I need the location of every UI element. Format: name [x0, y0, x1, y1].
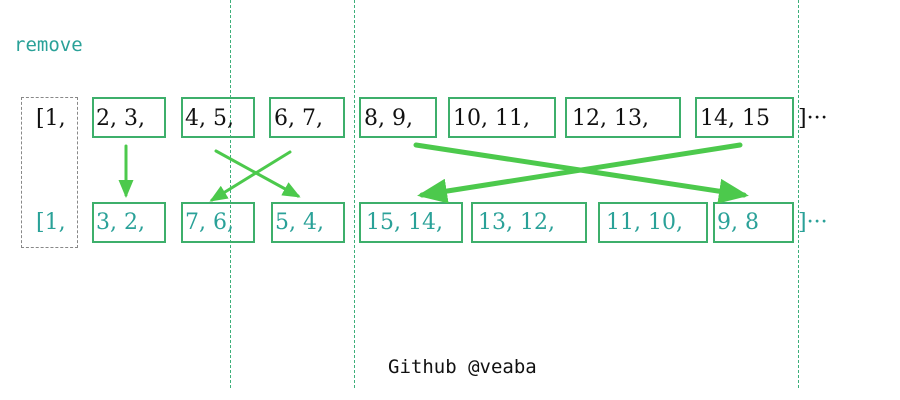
row2-pair-box [471, 202, 587, 243]
row1-pair: 12, 13, [572, 106, 649, 131]
row1-pair-box [695, 97, 794, 138]
guide-line [230, 0, 231, 388]
row1-pair: 10, 11, [453, 106, 530, 131]
row2-pair: 7, 6, [185, 210, 234, 235]
row2-tail: ]··· [798, 210, 828, 235]
row1-pair-box [269, 97, 345, 138]
row1-pair-box [448, 97, 556, 138]
fixed-element-box [21, 97, 78, 248]
row1-pair: 2, 3, [96, 106, 145, 131]
diagram-title: remove [14, 34, 83, 56]
row1-pair: 8, 9, [364, 106, 413, 131]
row2-pair: 9, 8 [717, 210, 759, 235]
row1-tail: ]··· [798, 106, 828, 131]
guide-line [798, 0, 799, 388]
guide-line [354, 0, 355, 388]
row2-pair-box [598, 202, 708, 243]
row2-pair-box [181, 202, 255, 243]
row2-pair: 5, 4, [275, 210, 324, 235]
row1-pair-box [92, 97, 166, 138]
row2-open: [1, [36, 210, 66, 235]
row1-pair: 14, 15 [700, 106, 770, 131]
arrow-cross [214, 149, 301, 198]
row2-pair-box [92, 202, 166, 243]
row1-pair-box [565, 97, 681, 138]
row1-pair-box [181, 97, 255, 138]
credit-text: Github @veaba [388, 356, 537, 378]
row1-pair: 4, 5, [185, 106, 234, 131]
row1-pair-box [359, 97, 437, 138]
arrow-cross [209, 150, 292, 202]
row2-pair: 3, 2, [96, 210, 145, 235]
arrow-cross-long [417, 142, 743, 204]
row1-open: [1, [36, 106, 66, 131]
row2-pair: 13, 12, [478, 210, 555, 235]
row1-pair: 6, 7, [274, 106, 323, 131]
row2-pair: 11, 10, [606, 210, 683, 235]
row2-pair-box [359, 202, 463, 243]
row2-pair-box [713, 202, 794, 243]
row2-pair-box [271, 202, 345, 243]
row2-pair: 15, 14, [366, 210, 443, 235]
